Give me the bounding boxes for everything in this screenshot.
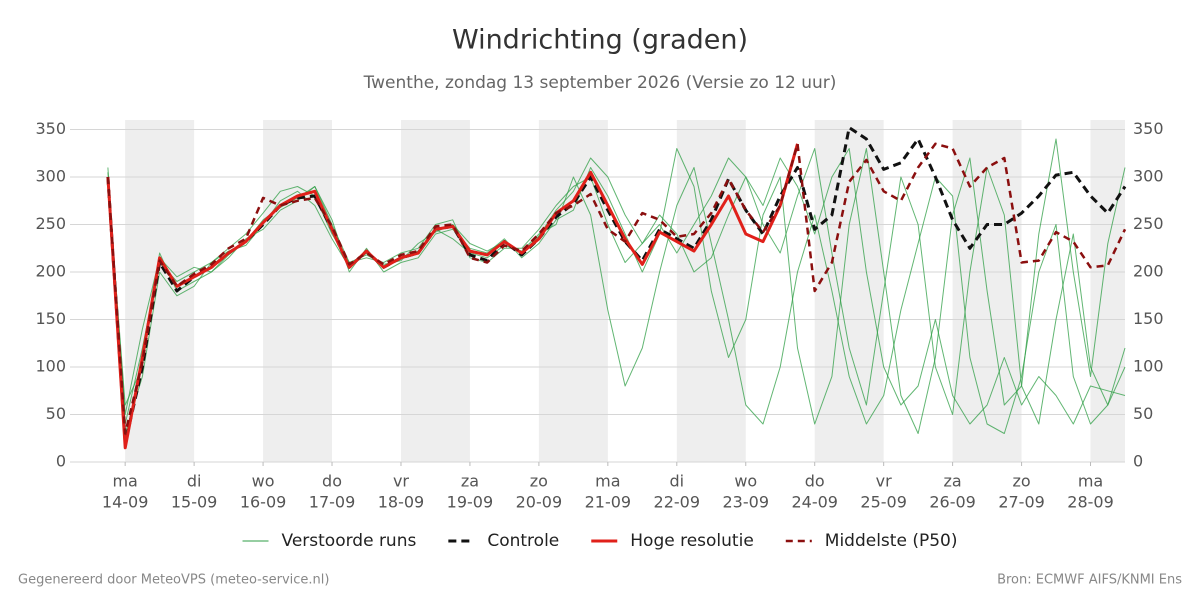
y-tick-label: 300 xyxy=(35,167,66,186)
x-tick-label: ma xyxy=(112,472,137,491)
chart-subtitle: Twenthe, zondag 13 september 2026 (Versi… xyxy=(363,73,837,93)
x-tick-date: 16-09 xyxy=(240,493,287,512)
y2-tick-label: 150 xyxy=(1133,309,1164,328)
x-tick-date: 27-09 xyxy=(998,493,1045,512)
x-tick-date: 19-09 xyxy=(447,493,494,512)
day-band xyxy=(1090,120,1125,462)
y-tick-label: 250 xyxy=(35,214,66,233)
x-tick-label: di xyxy=(669,472,684,491)
x-tick-date: 21-09 xyxy=(585,493,632,512)
day-band xyxy=(400,120,470,462)
y-tick-label: 50 xyxy=(46,404,66,423)
ensemble-line xyxy=(107,167,1126,434)
series-line xyxy=(106,143,799,450)
y-tick-label: 200 xyxy=(35,262,66,281)
y2-tick-label: 50 xyxy=(1133,404,1153,423)
legend-label: Hoge resolutie xyxy=(630,531,754,551)
x-tick-label: za xyxy=(944,472,962,491)
x-tick-label: wo xyxy=(734,472,757,491)
y-tick-label: 0 xyxy=(56,452,66,471)
y2-tick-label: 300 xyxy=(1133,167,1164,186)
x-tick-label: do xyxy=(805,472,825,491)
x-tick-label: za xyxy=(461,472,479,491)
ensemble-line xyxy=(107,148,1126,425)
x-tick-date: 26-09 xyxy=(929,493,976,512)
ensemble-line xyxy=(107,138,1126,434)
legend-label: Controle xyxy=(487,531,559,551)
x-tick-date: 18-09 xyxy=(378,493,425,512)
legend-label: Middelste (P50) xyxy=(825,531,958,551)
x-tick-date: 15-09 xyxy=(171,493,218,512)
y2-tick-label: 250 xyxy=(1133,214,1164,233)
x-tick-label: do xyxy=(322,472,342,491)
legend-label: Verstoorde runs xyxy=(282,531,417,551)
y-tick-label: 350 xyxy=(35,119,66,138)
x-tick-date: 25-09 xyxy=(860,493,907,512)
day-band xyxy=(125,120,195,462)
x-tick-date: 14-09 xyxy=(102,493,149,512)
x-tick-label: wo xyxy=(252,472,275,491)
y2-tick-label: 0 xyxy=(1133,452,1143,471)
day-band xyxy=(263,120,333,462)
x-tick-label: ma xyxy=(1078,472,1103,491)
x-tick-date: 23-09 xyxy=(723,493,770,512)
y2-tick-label: 100 xyxy=(1133,357,1164,376)
x-tick-date: 20-09 xyxy=(516,493,563,512)
x-tick-label: vr xyxy=(876,472,892,491)
series-line xyxy=(106,142,1127,435)
footer-right: Bron: ECMWF AIFS/KNMI Ens xyxy=(997,573,1182,588)
chart-title: Windrichting (graden) xyxy=(452,25,748,56)
x-tick-label: zo xyxy=(530,472,548,491)
footer-left: Gegenereerd door MeteoVPS (meteo-service… xyxy=(18,573,329,588)
legend: Verstoorde runs Controle Hoge resolutie Mid… xyxy=(242,531,958,551)
y2-tick-label: 350 xyxy=(1133,119,1164,138)
x-tick-date: 17-09 xyxy=(309,493,356,512)
x-tick-label: zo xyxy=(1012,472,1030,491)
x-tick-date: 24-09 xyxy=(791,493,838,512)
x-tick-date: 22-09 xyxy=(654,493,701,512)
y-tick-label: 100 xyxy=(35,357,66,376)
y2-tick-label: 200 xyxy=(1133,262,1164,281)
x-tick-label: di xyxy=(187,472,202,491)
x-tick-date: 28-09 xyxy=(1067,493,1114,512)
x-tick-label: vr xyxy=(393,472,409,491)
day-band xyxy=(538,120,608,462)
x-tick-label: ma xyxy=(595,472,620,491)
y-tick-label: 150 xyxy=(35,309,66,328)
